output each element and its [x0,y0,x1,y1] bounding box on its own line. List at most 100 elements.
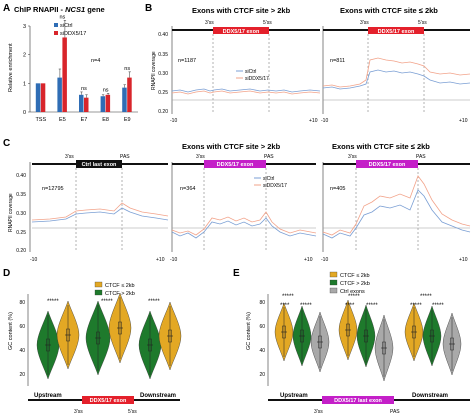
panel-b-right-plot: DDX5/17 exon 3'ss 5'ss n=811 -10 +10 [321,20,471,124]
panel-b-right-title: Exons with CTCF site ≤ 2kb [340,6,438,15]
panel-e-violins [274,299,462,382]
panel-e-letter: E [233,268,240,279]
violin [36,310,60,380]
legend-label: siCtrl [263,176,274,182]
xtick: +10 [459,257,468,263]
panel-d-violins [36,292,182,380]
n-label: n=12795 [42,186,64,192]
legend-label: CTCF ≤ 2kb [105,283,135,289]
bar [84,97,89,112]
n-label: n=811 [330,58,345,64]
panel-a-n: n=4 [91,58,100,64]
category-label: E7 [81,117,88,123]
bar [35,83,41,112]
significance-stars: ***** [366,303,378,309]
ytick: 0.35 [158,52,168,58]
ytick: 20 [19,372,25,378]
panel-e: E GC content (%) 80 60 40 20 CTCF ≤ 2kb … [233,268,470,415]
series-siddx [171,90,321,95]
series-sictrl [322,69,471,90]
series-sictrl [31,207,169,223]
panel-c: C Exons with CTCF site > 2kb Exons with … [3,138,471,263]
ytick: 40 [19,348,25,354]
exon-box [82,396,134,404]
ytick: 0.20 [158,109,168,115]
ytick: 0.40 [16,173,26,179]
ytick-label: 1 [23,81,26,87]
ns-label: ns [59,14,65,20]
ss3-label: 3'ss [205,20,214,26]
panel-c-sub2: DDX5/17 exon 3'ss PAS n=364 siCtrl siDDX… [170,154,317,263]
significance-stars: ***** [47,299,59,305]
panel-d: D GC content (%) 80 60 40 20 CTCF ≤ 2kb … [3,268,182,415]
legend-label: siDDX5/17 [245,76,269,82]
panel-b-letter: B [145,3,152,14]
legend-swatch-siddx [54,31,58,35]
series-siddx [322,175,471,236]
xtick: -10 [30,257,37,263]
series-siddx [31,202,169,221]
series-sictrl [322,189,471,239]
violin [158,301,182,371]
significance-stars: ***** [282,294,294,300]
ytick: 80 [259,300,265,306]
panel-e-legend: CTCF ≤ 2kb CTCF > 2kb Ctrl exons [329,271,370,295]
legend-label: siCtrl [245,69,256,75]
panel-d-letter: D [3,268,10,279]
ss5-label: 5'ss [128,409,137,415]
exon-label: DDX5/17 last exon [334,398,382,404]
pas-label: PAS [120,154,130,160]
exon-label: DDX5/17 exon [378,29,415,35]
ytick: 0.30 [158,71,168,77]
legend-label: CTCF > 2kb [340,281,370,287]
violin [442,312,462,376]
ns-label: ns [124,66,130,72]
ytick: 0.20 [16,248,26,254]
ytick-label: 0 [23,110,26,116]
ns-label: ns [103,87,109,93]
bar [127,77,132,112]
category-label: E9 [124,117,131,123]
panel-a-ylabel: Relative enrichment [8,43,14,92]
panel-e-ylabel: GC content (%) [246,312,252,350]
series-siddx [171,211,317,236]
violin [310,311,330,373]
exon-label: DDX5/17 exon [223,29,260,35]
ss3-label: 3'ss [65,154,74,160]
legend-label: siDDX5/17 [263,183,287,189]
category-label: E5 [59,117,66,123]
panel-c-sub2-title: Exons with CTCF site > 2kb [182,142,281,151]
xtick: +10 [309,118,318,124]
exon-label: DDX5/17 exon [217,162,254,168]
series-siddx [322,57,471,88]
ss3-label: 3'ss [74,409,83,415]
violin [338,299,358,361]
violin [85,300,111,376]
panel-c-letter: C [3,138,10,149]
xtick: -10 [321,118,328,124]
ss5-label: 5'ss [263,20,272,26]
significance-stars: ***** [410,303,422,309]
ytick: 0.30 [16,211,26,217]
panel-d-legend: CTCF ≤ 2kb CTCF > 2kb [94,281,135,297]
exon-box [322,396,394,404]
ns-label: ns [81,86,87,92]
ytick-label: 2 [23,53,26,59]
violin [292,305,312,367]
exon-box [356,160,418,168]
panel-a-axes: 0 1 2 3 [23,24,138,116]
bar [105,94,111,112]
n-label: n=364 [180,186,195,192]
xtick: -10 [321,257,328,263]
panel-b-ylabel: RNAPII coverage [151,51,157,90]
panel-c-ylabel: RNAPII coverage [8,193,14,232]
significance-stars: **** [345,303,355,309]
pas-label: PAS [264,154,274,160]
panel-a: A ChIP RNAPII - NCS1 gene Relative enric… [3,3,138,123]
violin [56,300,80,370]
panel-b: B Exons with CTCF site > 2kb Exons with … [145,3,471,124]
panel-a-letter: A [3,3,10,14]
ytick: 60 [259,324,265,330]
panel-b-left-plot: 0.40 0.35 0.30 0.25 0.20 DDX5/17 exon 3'… [158,20,321,124]
legend-label-siddx: siDDX5/17 [60,31,86,37]
